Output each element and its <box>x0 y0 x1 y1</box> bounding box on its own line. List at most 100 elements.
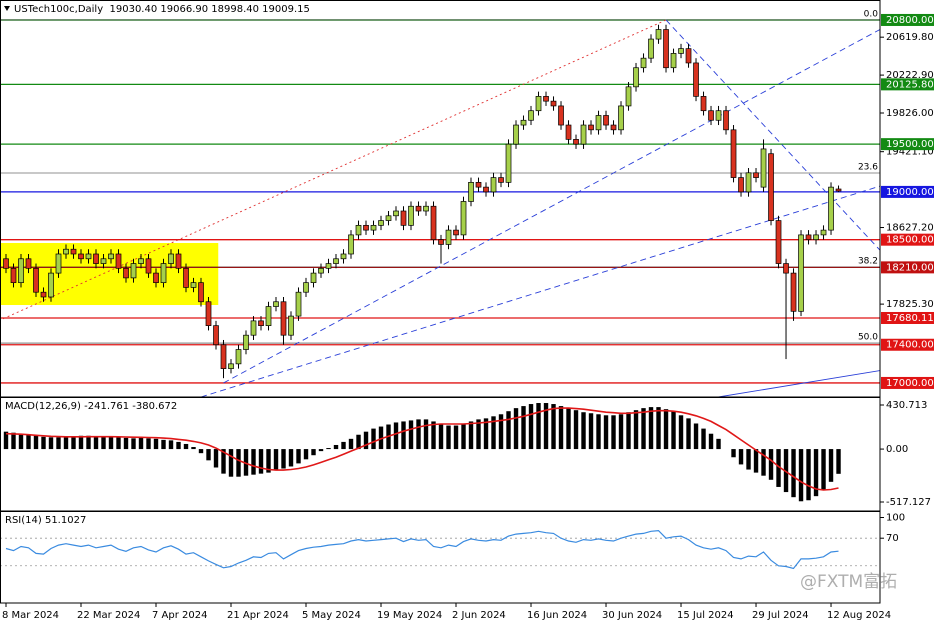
candle-body <box>355 224 362 236</box>
macd-bar <box>93 436 99 450</box>
candle-body <box>393 210 399 217</box>
macd-bar <box>701 428 706 450</box>
x-tick-label: 7 Apr 2024 <box>152 610 207 621</box>
candle-body <box>430 205 437 241</box>
candle-body <box>198 282 204 303</box>
macd-bar <box>3 431 9 450</box>
x-tick-label: 15 Jul 2024 <box>677 610 734 621</box>
macd-bar <box>371 428 376 450</box>
macd-bar <box>258 449 264 474</box>
x-tick-label: 30 Jun 2024 <box>602 610 662 621</box>
candle-body <box>220 344 227 369</box>
candle-body <box>558 105 564 126</box>
macd-plot <box>3 403 841 502</box>
macd-bar <box>56 437 61 450</box>
macd-bar <box>791 449 796 498</box>
macd-bar <box>603 415 609 450</box>
candle-body <box>805 234 812 241</box>
macd-bar <box>71 436 76 450</box>
macd-bar <box>48 437 54 450</box>
macd-bar <box>776 449 781 487</box>
candle-body <box>123 267 129 279</box>
y-tick-label: 430.713 <box>886 400 927 411</box>
candle-body <box>460 201 467 236</box>
level-price-box <box>881 78 934 91</box>
fib-label: 0.0 <box>864 9 879 19</box>
candle-body <box>490 177 497 193</box>
macd-bar <box>131 438 136 450</box>
macd-bar <box>656 407 661 450</box>
x-tick-label: 22 Mar 2024 <box>77 610 140 621</box>
trendline <box>0 19 667 321</box>
macd-bar <box>626 412 631 450</box>
candle-body <box>513 124 519 145</box>
chart-title: USTech100c,Daily 19030.40 19066.90 18998… <box>14 4 310 15</box>
candle-body <box>48 272 54 298</box>
trendline <box>718 370 880 397</box>
y-tick-label: 19826.00 <box>886 108 934 119</box>
macd-bar <box>108 436 114 450</box>
candle-body <box>633 67 639 88</box>
macd-bar <box>761 449 766 476</box>
candle-body <box>498 177 504 183</box>
candle-body <box>370 224 377 231</box>
macd-bar <box>221 449 226 474</box>
candle-body <box>520 119 527 126</box>
trendline <box>665 19 880 251</box>
macd-bar <box>161 439 166 450</box>
y-tick-label: 0.00 <box>886 444 908 455</box>
macd-bar <box>813 449 819 497</box>
rsi-frame <box>0 511 881 604</box>
candle-body <box>753 172 759 178</box>
candle-body <box>115 253 122 269</box>
macd-bar <box>341 441 346 450</box>
fib-label: 23.6 <box>858 162 878 172</box>
macd-bar <box>566 408 571 450</box>
macd-bar <box>431 421 436 450</box>
macd-bar <box>461 423 466 450</box>
macd-bar <box>18 433 24 450</box>
macd-bar <box>281 449 286 469</box>
watermark: @FXTM富拓 <box>800 572 897 592</box>
candle-body <box>835 188 842 192</box>
candle-body <box>3 258 9 269</box>
macd-bar <box>828 449 834 482</box>
macd-bar <box>116 437 121 450</box>
candle-body <box>820 229 827 236</box>
candle-body <box>205 301 212 326</box>
macd-bar <box>521 406 526 450</box>
macd-bar <box>236 449 241 477</box>
candle-body <box>573 139 579 145</box>
macd-bar <box>446 425 451 450</box>
fib-label: 50.0 <box>858 333 878 343</box>
candle-body <box>738 177 744 193</box>
candle-body <box>258 320 264 326</box>
candle-body <box>243 334 249 350</box>
macd-bar <box>228 449 234 477</box>
candle-body <box>348 234 354 255</box>
macd-title: MACD(12,26,9) -241.761 -380.672 <box>5 401 177 412</box>
level-price-box <box>881 138 934 151</box>
y-tick-label: 20619.80 <box>886 32 934 43</box>
candle-body <box>333 258 339 264</box>
macd-bar <box>146 438 151 450</box>
macd-bar <box>483 418 489 450</box>
macd-bar <box>783 449 789 493</box>
candle-body <box>415 205 422 212</box>
rsi-title: RSI(14) 51.1027 <box>5 515 86 526</box>
level-price-box <box>881 376 934 389</box>
macd-bar <box>641 408 646 450</box>
macd-bar <box>11 432 16 450</box>
candle-body <box>63 248 69 255</box>
macd-bar <box>101 436 106 450</box>
macd-bar <box>738 449 744 465</box>
y-tick-label: 100 <box>886 513 905 524</box>
main-plot: 0.0 23.6 38.2 50.0 <box>0 9 880 397</box>
x-tick-label: 8 Mar 2024 <box>2 610 59 621</box>
macd-bar <box>513 408 519 450</box>
candle-body <box>280 301 287 336</box>
level-price-label: 18500.00 <box>886 235 934 246</box>
candle-body <box>108 253 114 260</box>
symbol-menu-icon[interactable] <box>4 6 10 11</box>
